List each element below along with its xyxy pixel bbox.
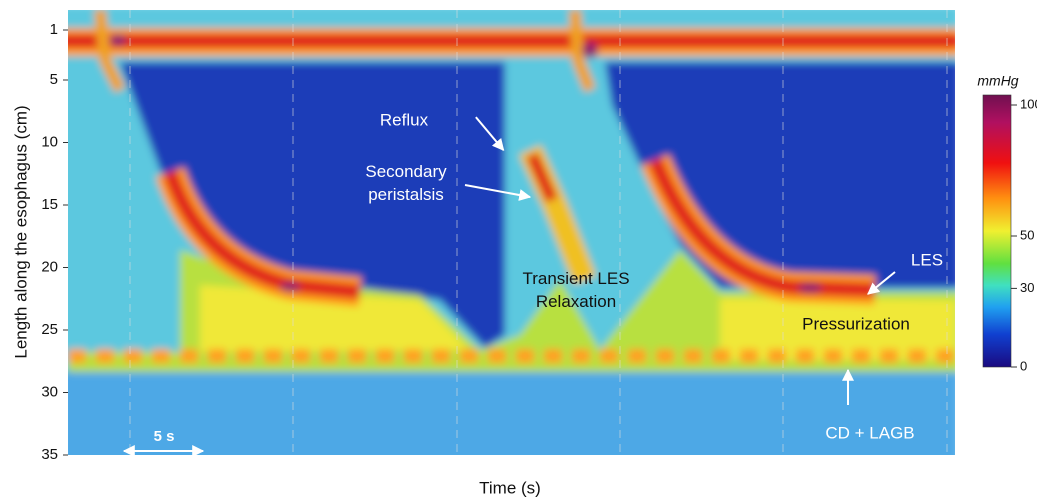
y-tick-label: 20 bbox=[41, 258, 58, 275]
annotation: CD + LAGB bbox=[825, 423, 914, 442]
colorbar-tick-label: 100 bbox=[1020, 96, 1037, 111]
y-tick-label: 15 bbox=[41, 196, 58, 213]
y-tick-label: 1 bbox=[50, 21, 58, 38]
colorbar bbox=[983, 95, 1011, 367]
x-axis-label: Time (s) bbox=[479, 478, 541, 497]
y-tick-label: 35 bbox=[41, 446, 58, 463]
y-axis-label: Length along the esophagus (cm) bbox=[11, 105, 30, 358]
y-tick-label: 30 bbox=[41, 383, 58, 400]
colorbar-tick-label: 0 bbox=[1020, 358, 1027, 373]
annotation: 5 s bbox=[154, 428, 175, 445]
colorbar-tick-label: 30 bbox=[1020, 280, 1034, 295]
y-tick-label: 10 bbox=[41, 133, 58, 150]
annotation: Pressurization bbox=[802, 314, 910, 333]
annotation: LES bbox=[911, 250, 943, 269]
chart: Length along the esophagus (cm) Time (s)… bbox=[0, 0, 1037, 502]
colorbar-label: mmHg bbox=[977, 73, 1018, 89]
colorbar-tick-label: 50 bbox=[1020, 227, 1034, 242]
y-tick-label: 25 bbox=[41, 321, 58, 338]
y-tick-label: 5 bbox=[50, 71, 58, 88]
heatmap bbox=[60, 5, 960, 465]
annotation: Reflux bbox=[380, 110, 429, 129]
